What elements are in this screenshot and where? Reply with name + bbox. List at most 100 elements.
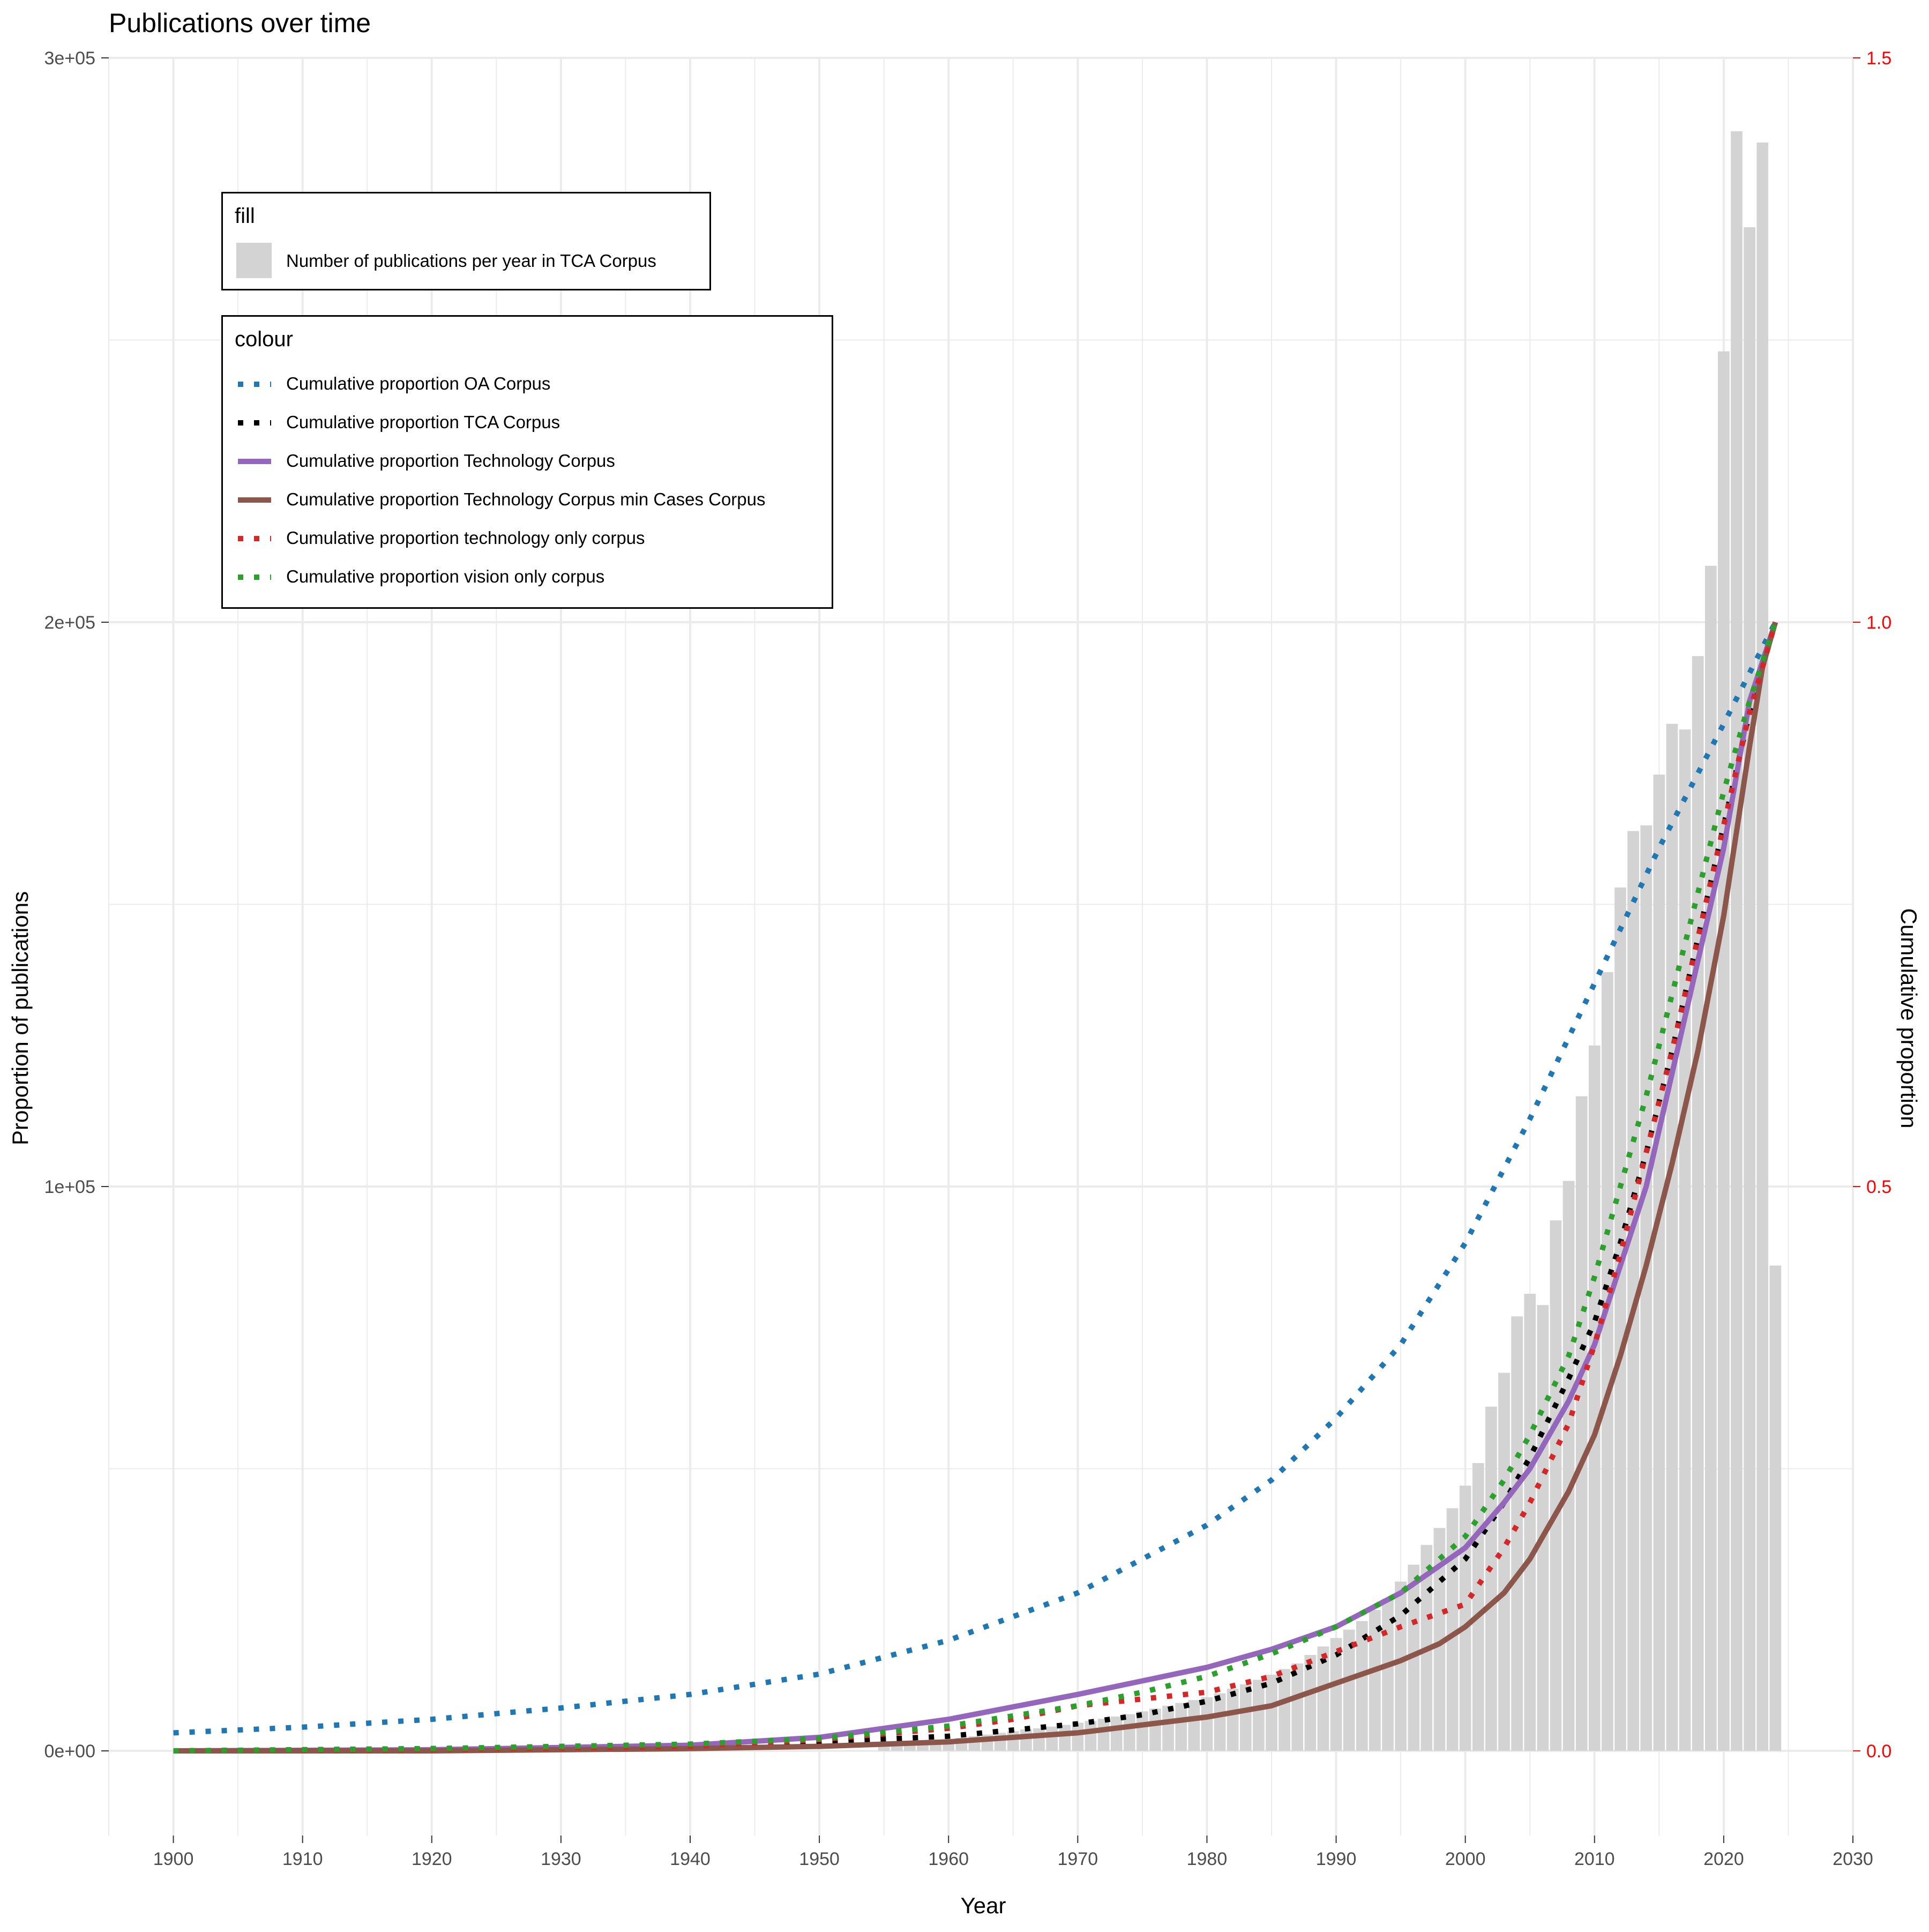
- bar-2003: [1498, 1372, 1510, 1751]
- bar-1981: [1214, 1693, 1226, 1751]
- bar-2002: [1485, 1406, 1497, 1751]
- bar-1979: [1188, 1700, 1200, 1751]
- bar-2005: [1524, 1294, 1536, 1751]
- chart-title: Publications over time: [109, 8, 371, 38]
- bar-1966: [1020, 1729, 1032, 1751]
- bar-1968: [1046, 1726, 1058, 1751]
- bar-1969: [1059, 1725, 1071, 1751]
- series-line-cumulative-proportion-vision-only-corpus: [173, 621, 1778, 1754]
- bar-1991: [1343, 1629, 1355, 1751]
- fill-legend-title: fill: [235, 204, 255, 228]
- x-tick-label: 1930: [541, 1849, 581, 1869]
- legend-label-technology-min-cases: Cumulative proportion Technology Corpus …: [286, 489, 766, 509]
- bar-1998: [1433, 1528, 1446, 1751]
- bar-1983: [1239, 1684, 1252, 1751]
- x-tick-label: 1970: [1058, 1849, 1098, 1869]
- fill-legend: fill Number of publications per year in …: [221, 192, 711, 290]
- bar-1971: [1085, 1721, 1097, 1751]
- bar-2018: [1692, 656, 1704, 1751]
- series-line-cumulative-proportion-tca-corpus: [173, 621, 1778, 1754]
- x-tick-label: 1900: [153, 1849, 194, 1869]
- x-tick-label: 1950: [799, 1849, 840, 1869]
- x-axis-label: Year: [961, 1893, 1006, 1918]
- x-tick-label: 1920: [412, 1849, 452, 1869]
- series-line-cumulative-proportion-technology-corpus-min-cases-corpus: [173, 621, 1778, 1754]
- bar-1978: [1175, 1703, 1187, 1751]
- bar-1989: [1317, 1646, 1329, 1751]
- bar-1994: [1382, 1598, 1394, 1751]
- bar-2024: [1769, 1265, 1782, 1751]
- x-tick-label: 2030: [1833, 1849, 1873, 1869]
- x-tick-label: 1960: [928, 1849, 969, 1869]
- bar-1977: [1162, 1705, 1174, 1751]
- bar-2001: [1472, 1463, 1484, 1751]
- bar-1972: [1097, 1719, 1110, 1751]
- bar-2006: [1537, 1305, 1549, 1751]
- y-tick-label: 1e+05: [44, 1177, 96, 1197]
- y-tick-label: 3e+05: [44, 48, 96, 69]
- x-tick-label: 1940: [670, 1849, 711, 1869]
- bar-2008: [1562, 1181, 1575, 1751]
- bar-2022: [1744, 227, 1755, 1751]
- bar-2013: [1627, 831, 1639, 1751]
- bar-1970: [1072, 1722, 1084, 1751]
- bar-2014: [1640, 825, 1653, 1751]
- bar-2021: [1731, 131, 1743, 1751]
- bar-1974: [1123, 1714, 1135, 1751]
- line-layer: [173, 621, 1778, 1754]
- y-right-tick-label: 0.0: [1866, 1741, 1891, 1762]
- bar-2015: [1653, 774, 1665, 1751]
- axis-layer: 1900 1910 1920 1930 1940 1950 1960 1970 1980 1990…: [44, 48, 1892, 1869]
- colour-legend: colour Cumulative proportion OA Corpus C…: [221, 315, 833, 609]
- x-tick-label: 1980: [1187, 1849, 1228, 1869]
- bar-2007: [1550, 1220, 1562, 1751]
- bar-1990: [1330, 1638, 1342, 1751]
- bar-2000: [1459, 1486, 1471, 1751]
- bar-1988: [1304, 1655, 1317, 1751]
- colour-legend-keys: [238, 382, 271, 580]
- bar-1985: [1266, 1674, 1277, 1751]
- colour-legend-title: colour: [235, 327, 293, 351]
- bar-2017: [1679, 729, 1691, 1751]
- y-right-tick-label: 1.5: [1866, 48, 1891, 69]
- bar-1987: [1291, 1663, 1304, 1751]
- y-right-tick-label: 1.0: [1866, 613, 1891, 633]
- x-tick-label: 2010: [1574, 1849, 1615, 1869]
- fill-legend-label: Number of publications per year in TCA C…: [286, 251, 656, 271]
- bar-1975: [1137, 1711, 1148, 1751]
- bar-2004: [1511, 1316, 1523, 1751]
- fill-legend-swatch: [236, 243, 272, 278]
- legend-label-oa-corpus: Cumulative proportion OA Corpus: [286, 374, 551, 393]
- y-axis-label: Proportion of publications: [8, 891, 33, 1145]
- x-tick-label: 1910: [282, 1849, 323, 1869]
- bar-2023: [1756, 142, 1769, 1751]
- bar-2009: [1575, 1096, 1588, 1751]
- bar-1967: [1033, 1728, 1045, 1751]
- series-line-cumulative-proportion-technology-corpus: [173, 621, 1778, 1754]
- bar-1982: [1227, 1689, 1239, 1751]
- y-tick-label: 0e+00: [44, 1741, 96, 1762]
- bar-1992: [1356, 1621, 1368, 1751]
- legend-label-technology-corpus: Cumulative proportion Technology Corpus: [286, 451, 615, 471]
- bar-1993: [1369, 1609, 1381, 1751]
- y-tick-label: 2e+05: [44, 613, 96, 633]
- x-tick-label: 1990: [1316, 1849, 1357, 1869]
- bar-2010: [1588, 1045, 1601, 1751]
- x-tick-label: 2000: [1445, 1849, 1486, 1869]
- bar-1984: [1253, 1680, 1265, 1751]
- bar-1995: [1395, 1582, 1407, 1751]
- legend-label-technology-only: Cumulative proportion technology only co…: [286, 528, 645, 548]
- bar-1965: [1007, 1731, 1019, 1751]
- legend-label-tca-corpus: Cumulative proportion TCA Corpus: [286, 412, 560, 432]
- bar-1986: [1278, 1669, 1290, 1751]
- legend-label-vision-only: Cumulative proportion vision only corpus: [286, 566, 605, 586]
- bar-1976: [1149, 1709, 1161, 1751]
- x-tick-label: 2020: [1703, 1849, 1744, 1869]
- bar-1980: [1201, 1697, 1213, 1751]
- bar-2020: [1718, 351, 1730, 1751]
- bar-1973: [1110, 1716, 1123, 1751]
- bar-1955: [878, 1745, 890, 1751]
- bar-2011: [1602, 972, 1613, 1751]
